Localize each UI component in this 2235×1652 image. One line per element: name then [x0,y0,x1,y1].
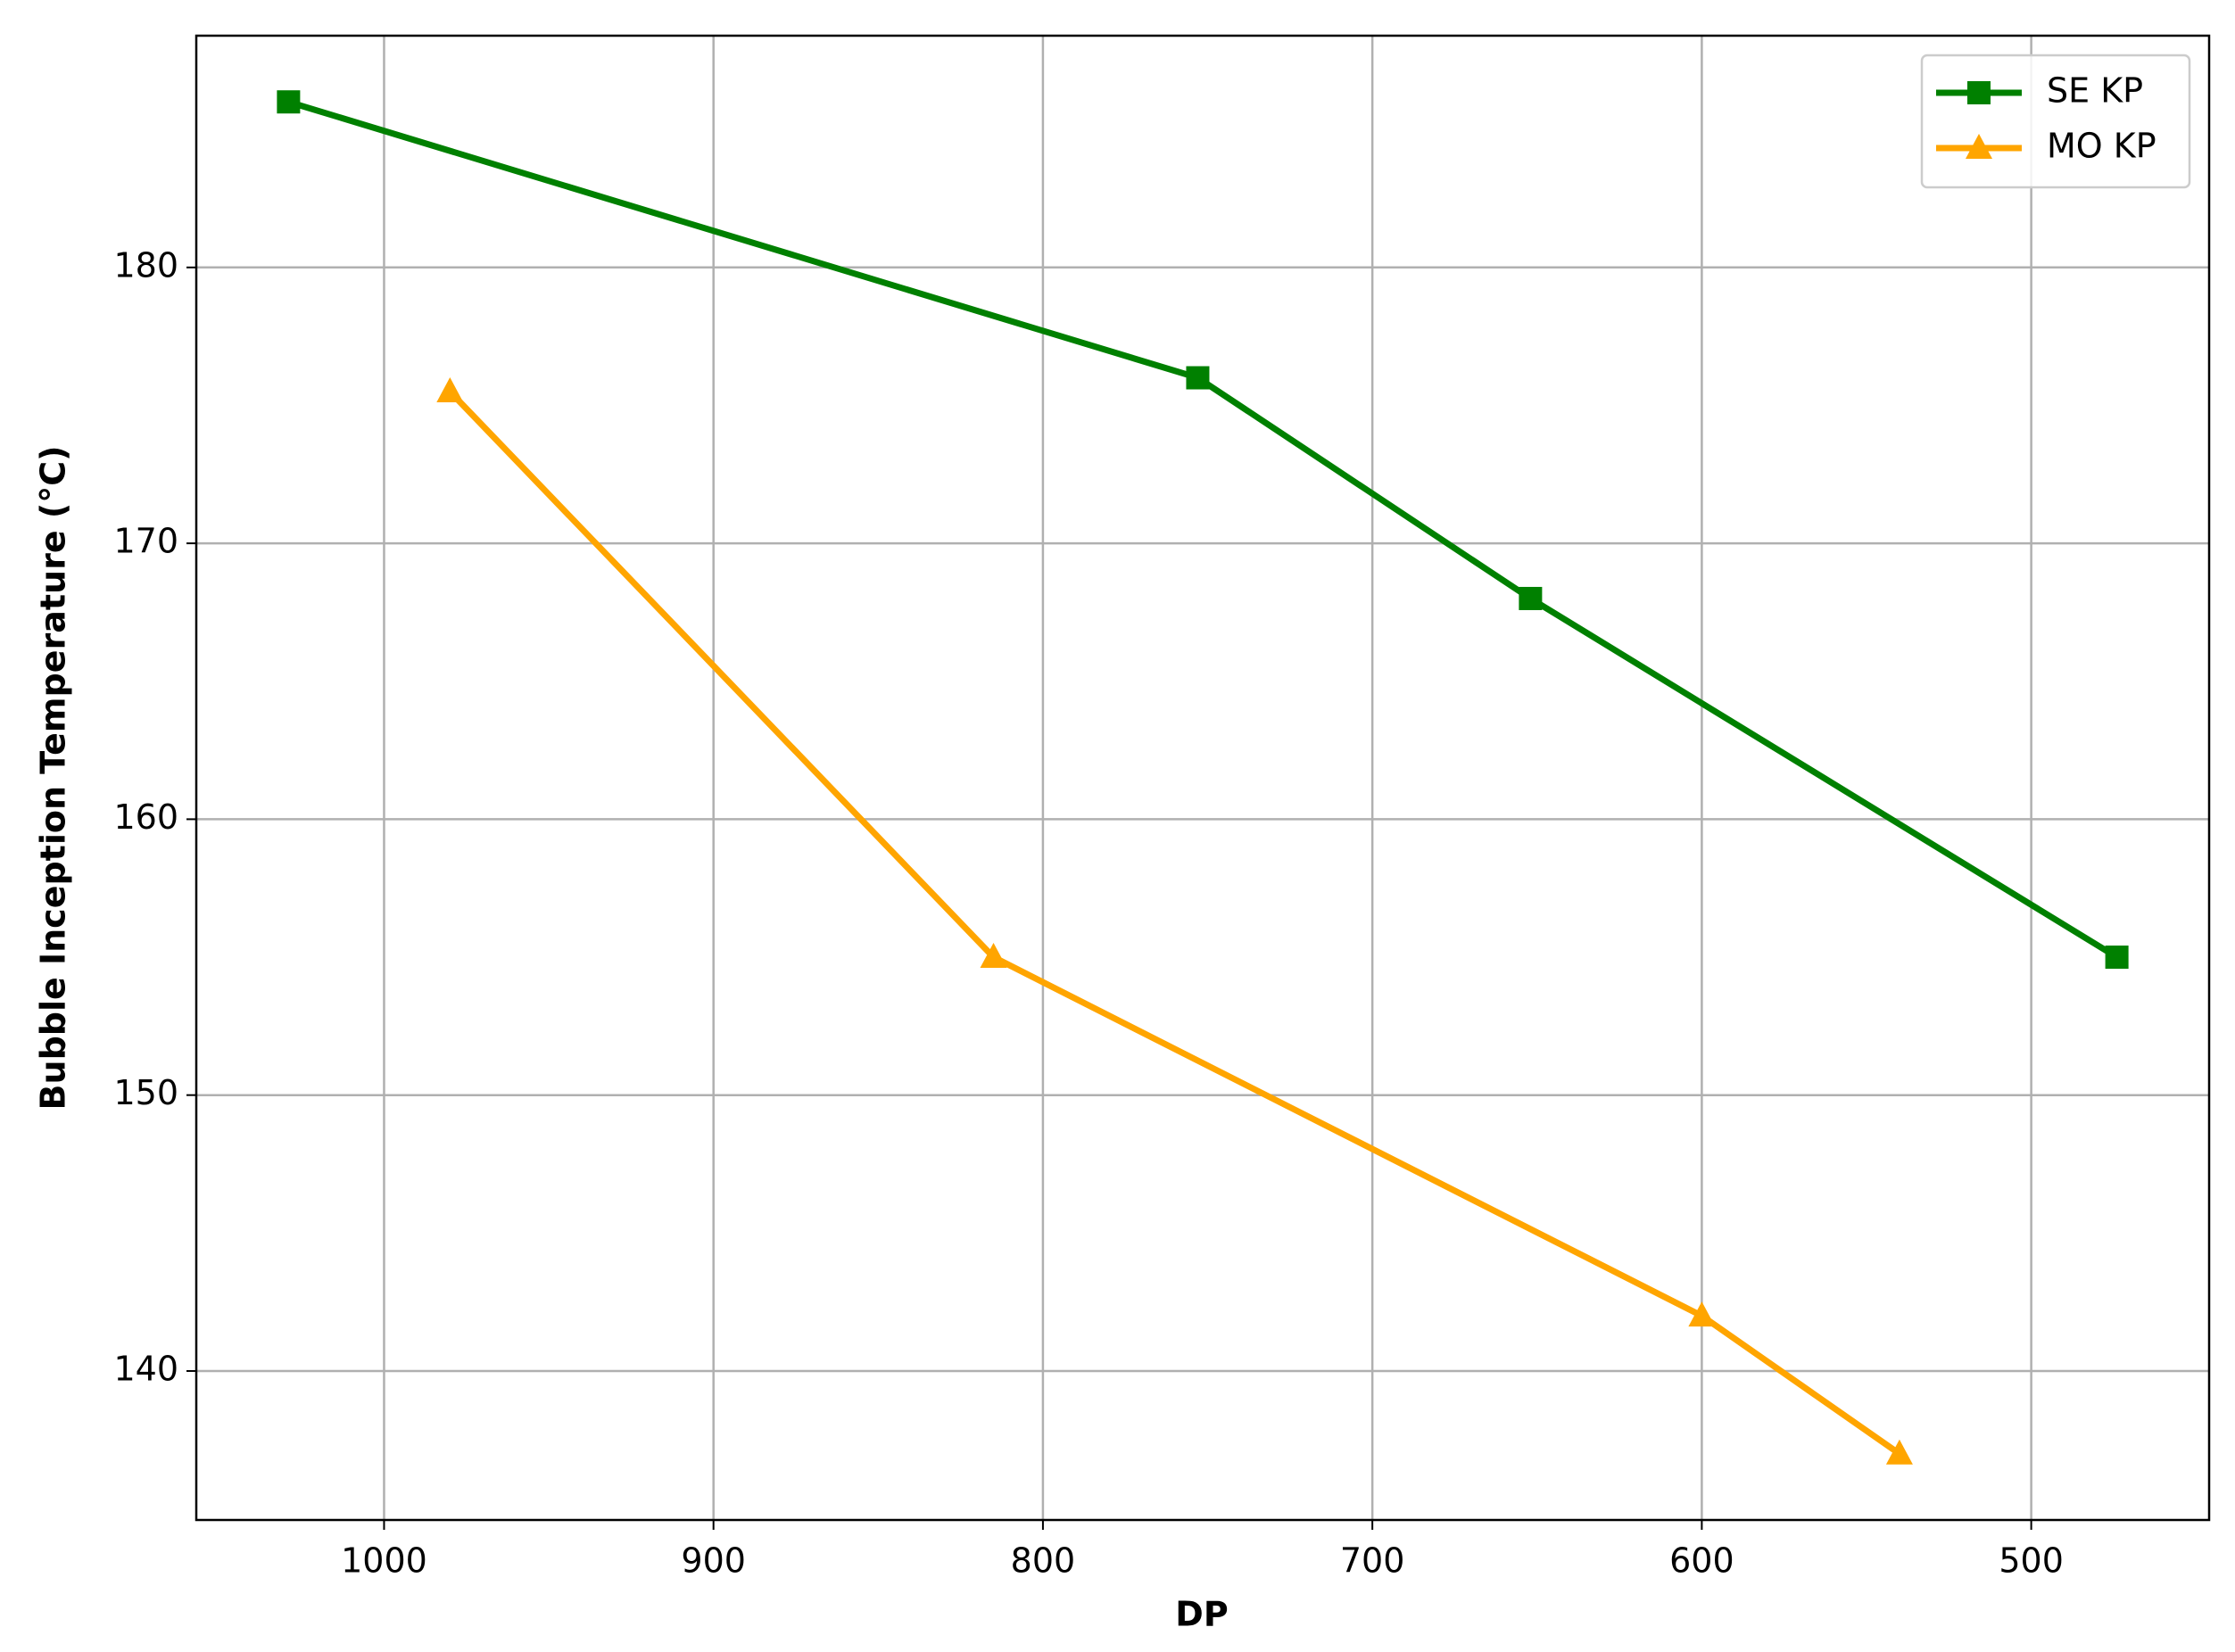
data-point [2105,946,2129,970]
legend-marker [1966,134,1992,159]
y-tick-label: 160 [113,797,178,837]
series-line [287,98,2119,961]
x-tick-label: 1000 [341,1541,427,1581]
data-point [1186,366,1210,390]
x-tick-label: 500 [1999,1541,2064,1581]
x-tick-label: 600 [1669,1541,1734,1581]
y-tick-label: 140 [113,1349,178,1388]
data-point [1688,1301,1716,1327]
plot-frame [195,34,2211,1522]
data-point [1885,1439,1913,1465]
legend-label: SE KP [2047,71,2143,111]
y-axis-label: Bubble Inception Temperature (°C) [34,446,73,1111]
legend-label: MO KP [2047,127,2156,166]
legend-marker [1967,81,1991,104]
x-axis-label: DP [1175,1595,1228,1634]
data-point [277,90,301,114]
data-point [1519,586,1543,610]
x-tick-label: 700 [1340,1541,1405,1581]
data-point [980,943,1007,969]
series-line [447,389,1901,1457]
y-tick-label: 170 [113,522,178,561]
x-tick-label: 900 [681,1541,746,1581]
data-point [436,376,464,402]
y-tick-label: 180 [113,245,178,285]
y-tick-label: 150 [113,1073,178,1112]
x-tick-label: 800 [1011,1541,1076,1581]
